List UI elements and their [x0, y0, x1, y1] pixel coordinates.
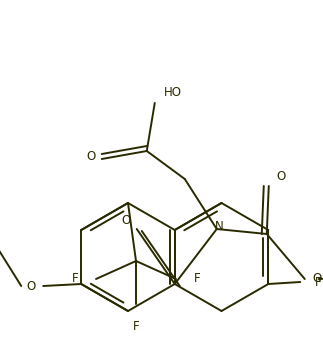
- Text: O: O: [121, 214, 130, 228]
- Text: N: N: [214, 221, 223, 234]
- Text: O: O: [26, 279, 36, 293]
- Text: O: O: [86, 150, 95, 163]
- Text: F: F: [133, 319, 139, 332]
- Text: F: F: [315, 276, 322, 288]
- Text: O: O: [312, 272, 321, 285]
- Text: F: F: [72, 272, 78, 285]
- Text: HO: HO: [164, 87, 182, 100]
- Text: O: O: [276, 169, 286, 182]
- Text: F: F: [194, 272, 200, 285]
